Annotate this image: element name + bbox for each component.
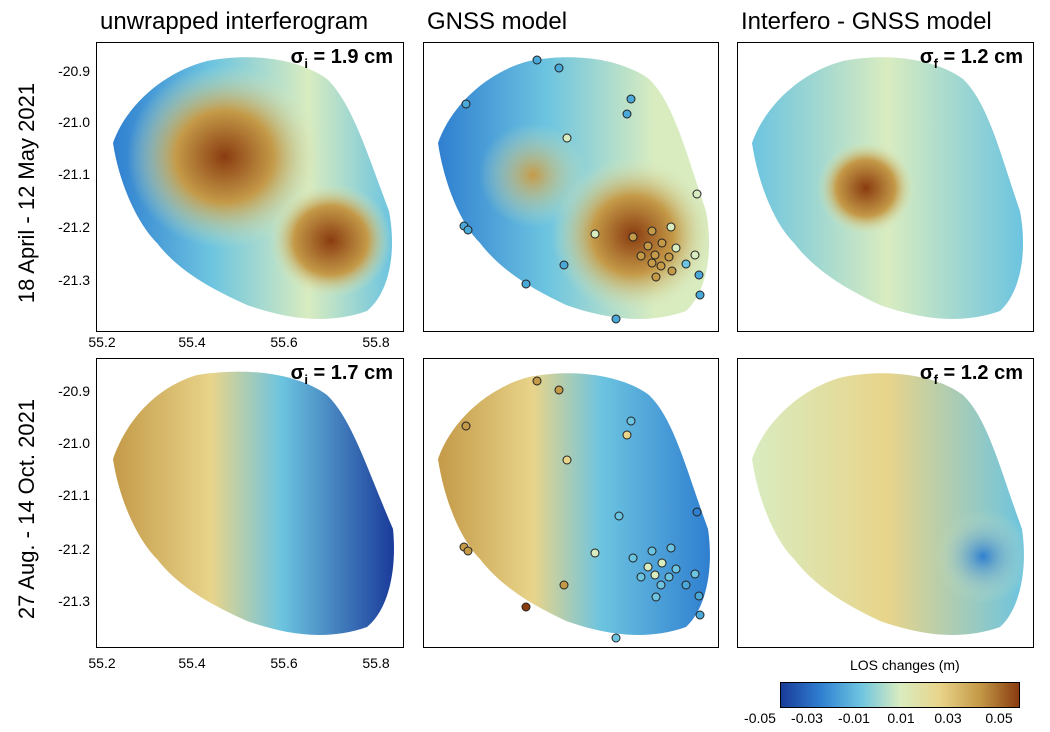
x-tick-label: 55.2 [88,655,116,671]
x-tick-label: 55.2 [88,334,116,350]
y-tick-label: -20.9 [58,383,90,399]
y-tick-label: -21.1 [58,487,90,503]
colorbar-tick-label: -0.03 [791,710,823,726]
map-r2-residual [752,373,1024,635]
sigma-label-r2-residual: σf = 1.2 cm [919,362,1023,387]
y-tick-label: -20.9 [58,63,90,79]
gnss-stations-r1 [459,55,705,324]
x-tick-label: 55.8 [362,334,390,350]
colorbar-tick-label: 0.03 [934,710,962,726]
map-r1-residual [752,57,1024,319]
map-r1-gnss-model [438,55,710,324]
x-tick-label: 55.4 [178,655,206,671]
y-tick-label: -21.2 [58,219,90,235]
colorbar [780,682,1020,708]
panel-r2-gnss-model [423,358,719,648]
panel-r1-gnss-model [423,42,719,332]
column-title-gnss-model: GNSS model [427,8,568,35]
y-tick-label: -21.3 [58,272,90,288]
y-tick-label: -21.1 [58,166,90,182]
column-title-residual: Interfero - GNSS model [741,8,992,35]
column-title-interferogram: unwrapped interferogram [100,8,369,35]
sigma-label-r1-residual: σf = 1.2 cm [919,46,1023,71]
x-tick-label: 55.6 [270,655,298,671]
y-tick-label: -21.3 [58,593,90,609]
panel-r1-residual: σf = 1.2 cm [737,42,1034,332]
colorbar-tick-label: 0.01 [887,710,915,726]
sigma-label-r2-interferogram: σi = 1.7 cm [290,362,393,387]
x-tick-label: 55.8 [362,655,390,671]
x-tick-label: 55.4 [178,334,206,350]
y-tick-label: -21.0 [58,435,90,451]
panel-r2-interferogram: σi = 1.7 cm [96,358,404,648]
panel-r2-residual: σf = 1.2 cm [737,358,1034,648]
map-r1-interferogram [113,57,393,319]
gnss-stations-r2 [459,376,705,643]
y-tick-label: -21.0 [58,114,90,130]
colorbar-tick-label: 0.05 [985,710,1013,726]
map-r2-gnss-model [438,373,710,643]
colorbar-tick-label: -0.01 [838,710,870,726]
y-tick-label: -21.2 [58,541,90,557]
map-r2-interferogram [113,371,394,635]
colorbar-tick-label: -0.05 [744,710,776,726]
panel-r1-interferogram: σi = 1.9 cm [96,42,404,332]
sigma-label-r1-interferogram: σi = 1.9 cm [290,46,393,71]
x-tick-label: 55.6 [270,334,298,350]
colorbar-title: LOS changes (m) [850,657,960,673]
